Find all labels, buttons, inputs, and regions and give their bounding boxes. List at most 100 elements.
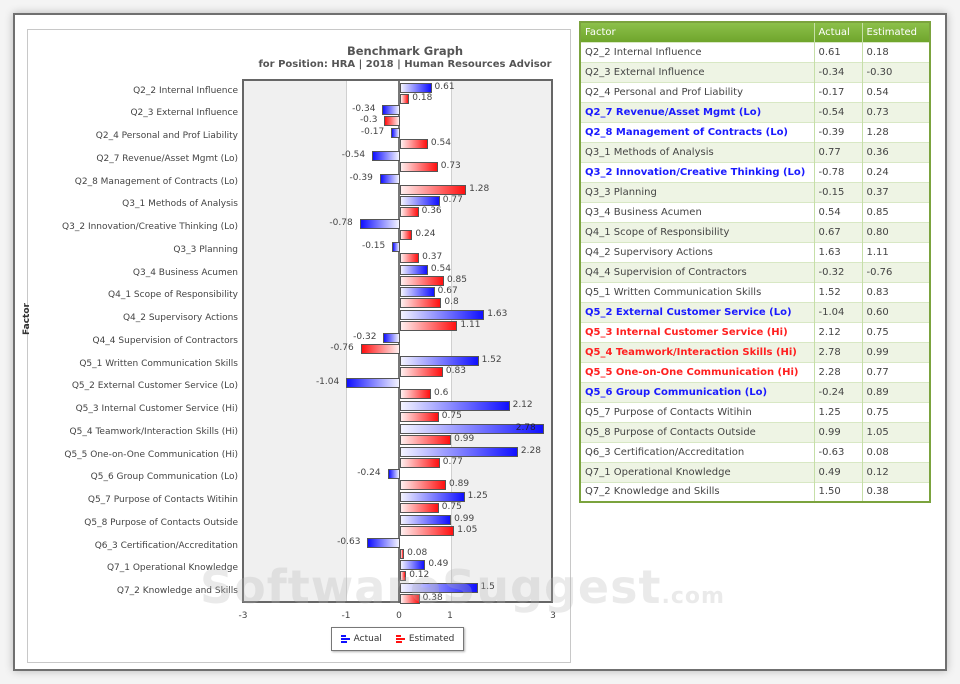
- estimated-value-label: 0.75: [441, 502, 462, 512]
- gridline-minus1: [346, 81, 347, 601]
- estimated-bar[interactable]: [400, 161, 438, 172]
- actual-value-label: 0.49: [428, 559, 449, 570]
- cell-factor: Q2_3 External Influence: [580, 61, 815, 82]
- category-label: Q5_8 Purpose of Contacts Outside: [84, 517, 238, 528]
- column-header-actual[interactable]: Actual: [814, 22, 863, 42]
- estimated-bar[interactable]: [400, 366, 443, 377]
- cell-estimated: 1.05: [862, 421, 931, 442]
- actual-value-label: -0.54: [341, 149, 366, 160]
- column-header-estimated[interactable]: Estimated: [862, 22, 931, 42]
- cell-factor: Q3_2 Innovation/Creative Thinking (Lo): [580, 161, 815, 182]
- cell-estimated: 0.77: [862, 361, 931, 382]
- estimated-bar[interactable]: [400, 230, 413, 240]
- estimated-bar[interactable]: [400, 480, 446, 491]
- category-label: Q2_3 External Influence: [130, 108, 238, 119]
- estimated-bar[interactable]: [400, 457, 440, 468]
- estimated-value-label: 0.37: [422, 251, 443, 262]
- actual-value-label: -0.63: [337, 536, 361, 547]
- actual-bar[interactable]: [400, 82, 432, 93]
- plot-area: 0.61 0.18 -0.34 -0.3 -0.17 0.54 -0.54 0.73 -0.39…: [242, 79, 553, 604]
- actual-bar[interactable]: [400, 492, 465, 502]
- actual-bar[interactable]: [400, 423, 544, 434]
- estimated-bar[interactable]: [400, 321, 458, 331]
- actual-bar[interactable]: [372, 150, 400, 161]
- cell-factor: Q2_8 Management of Contracts (Lo): [580, 121, 815, 142]
- estimated-bar[interactable]: [360, 343, 400, 354]
- actual-bar[interactable]: [379, 173, 400, 184]
- actual-bar[interactable]: [382, 105, 400, 116]
- estimated-bar[interactable]: [400, 275, 444, 286]
- estimated-bar[interactable]: [400, 594, 420, 604]
- actual-bar[interactable]: [383, 332, 400, 343]
- cell-estimated: 0.54: [862, 81, 931, 102]
- cell-estimated: 1.11: [862, 241, 931, 262]
- estimated-bar[interactable]: [384, 116, 400, 127]
- estimated-bar[interactable]: [400, 207, 419, 218]
- actual-value-label: 0.54: [430, 263, 451, 274]
- category-label: Q7_1 Operational Knowledge: [106, 563, 238, 574]
- actual-bar[interactable]: [400, 583, 478, 593]
- actual-bar[interactable]: [346, 378, 400, 389]
- estimated-bar[interactable]: [400, 389, 432, 400]
- actual-value-label: 1.25: [467, 491, 488, 501]
- actual-bar[interactable]: [400, 514, 452, 525]
- actual-bar[interactable]: [400, 196, 440, 207]
- category-label: Q5_6 Group Communication (Lo): [90, 472, 238, 483]
- estimated-bar[interactable]: [400, 93, 410, 104]
- column-header-factor[interactable]: Factor: [580, 22, 815, 42]
- estimated-bar[interactable]: [400, 412, 439, 422]
- estimated-bar[interactable]: [400, 298, 442, 309]
- cell-actual: -0.78: [814, 161, 863, 182]
- actual-bar[interactable]: [359, 219, 400, 229]
- estimated-bar[interactable]: [400, 548, 405, 559]
- actual-bar[interactable]: [391, 128, 400, 138]
- estimated-value-label: 0.73: [440, 160, 461, 171]
- x-tick-label: 0: [396, 611, 402, 621]
- actual-bar[interactable]: [400, 310, 485, 320]
- actual-bar[interactable]: [400, 355, 479, 366]
- cell-estimated: 0.12: [862, 461, 931, 482]
- cell-estimated: 0.24: [862, 161, 931, 182]
- actual-bar[interactable]: [392, 241, 400, 252]
- cell-factor: Q5_3 Internal Customer Service (Hi): [580, 321, 815, 342]
- cell-estimated: 0.60: [862, 301, 931, 322]
- actual-value-label: 0.99: [454, 513, 475, 524]
- estimated-bar[interactable]: [400, 503, 439, 513]
- legend-item-actual[interactable]: Actual: [340, 634, 382, 644]
- table-row: Q5_3 Internal Customer Service (Hi) 2.12 0…: [580, 321, 931, 342]
- actual-bar[interactable]: [400, 287, 435, 298]
- estimated-bar[interactable]: [400, 434, 452, 445]
- category-label: Q5_5 One-on-One Communication (Hi): [64, 449, 238, 460]
- actual-bar[interactable]: [400, 446, 518, 457]
- category-label: Q5_7 Purpose of Contacts Witihin: [87, 495, 238, 505]
- estimated-value-label: 1.28: [469, 183, 490, 194]
- table-row: Q5_5 One-on-One Communication (Hi) 2.28 0.…: [580, 361, 931, 382]
- cell-actual: -0.34: [814, 61, 863, 82]
- actual-bar[interactable]: [387, 469, 400, 480]
- estimated-bar[interactable]: [400, 139, 428, 149]
- cell-estimated: -0.30: [862, 61, 931, 82]
- legend-item-estimated[interactable]: Estimated: [395, 634, 454, 644]
- cell-actual: 1.52: [814, 281, 863, 302]
- actual-bar[interactable]: [400, 264, 428, 275]
- category-label: Q3_4 Business Acumen: [132, 267, 238, 278]
- table-row: Q3_2 Innovation/Creative Thinking (Lo) -0…: [580, 161, 931, 182]
- actual-bar[interactable]: [400, 401, 510, 411]
- actual-bar[interactable]: [400, 560, 426, 571]
- table-row: Q3_3 Planning -0.15 0.37: [580, 181, 931, 202]
- estimated-bar[interactable]: [400, 571, 407, 582]
- estimated-value-label: 0.85: [446, 274, 467, 285]
- chart-legend: Actual Estimated: [331, 627, 464, 651]
- category-label: Q5_2 External Customer Service (Lo): [71, 381, 238, 392]
- estimated-bar[interactable]: [400, 525, 455, 536]
- cell-actual: 0.77: [814, 141, 863, 162]
- x-tick-label: -3: [238, 611, 248, 621]
- estimated-bar[interactable]: [400, 252, 420, 263]
- actual-bar[interactable]: [367, 537, 400, 548]
- table-row: Q5_4 Teamwork/Interaction Skills (Hi) 2.7…: [580, 341, 931, 362]
- estimated-value-label: 0.83: [445, 365, 466, 376]
- plot-band-right: [451, 81, 551, 601]
- cell-estimated: 0.36: [862, 141, 931, 162]
- estimated-bar[interactable]: [400, 184, 467, 195]
- cell-actual: -0.32: [814, 261, 863, 282]
